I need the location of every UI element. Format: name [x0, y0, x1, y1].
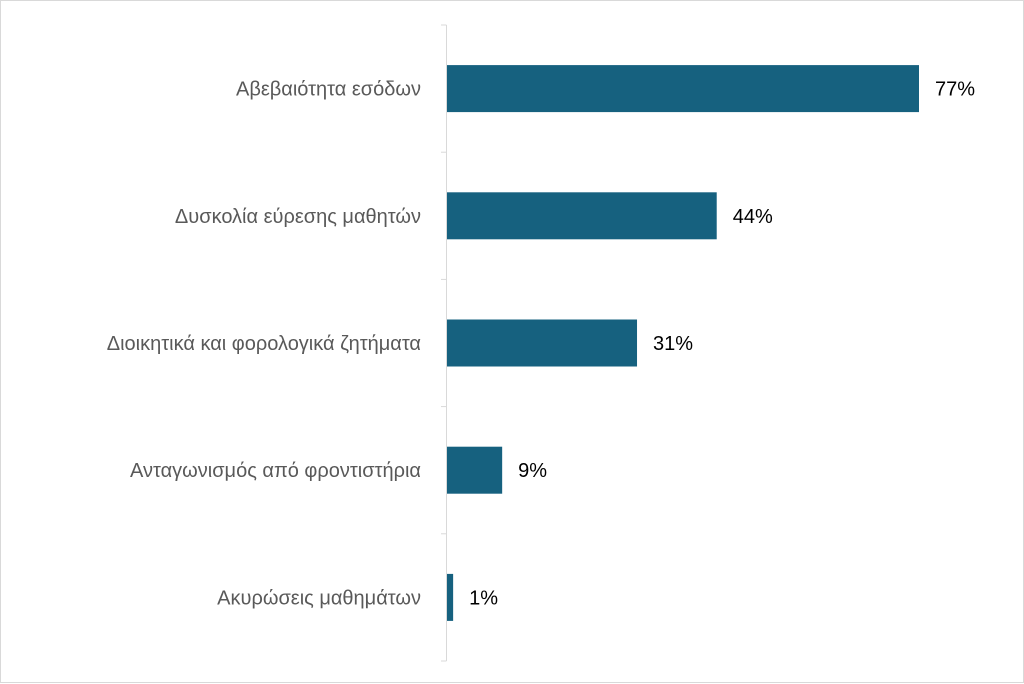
bar: [447, 65, 919, 113]
category-label: Αβεβαιότητα εσόδων: [236, 79, 421, 101]
category-label: Διοικητικά και φορολογικά ζητήματα: [107, 333, 421, 355]
data-label: 44%: [733, 206, 773, 228]
category-label: Ακυρώσεις μαθημάτων: [217, 587, 421, 609]
data-label: 9%: [518, 460, 547, 482]
data-label: 31%: [653, 333, 693, 355]
bar: [447, 192, 717, 240]
bar: [447, 446, 503, 494]
category-label: Ανταγωνισμός από φροντιστήρια: [130, 460, 421, 482]
bar: [447, 573, 454, 621]
bar: [447, 319, 638, 367]
data-label: 77%: [935, 79, 975, 101]
data-label: 1%: [469, 587, 498, 609]
category-label: Δυσκολία εύρεσης μαθητών: [175, 206, 421, 228]
